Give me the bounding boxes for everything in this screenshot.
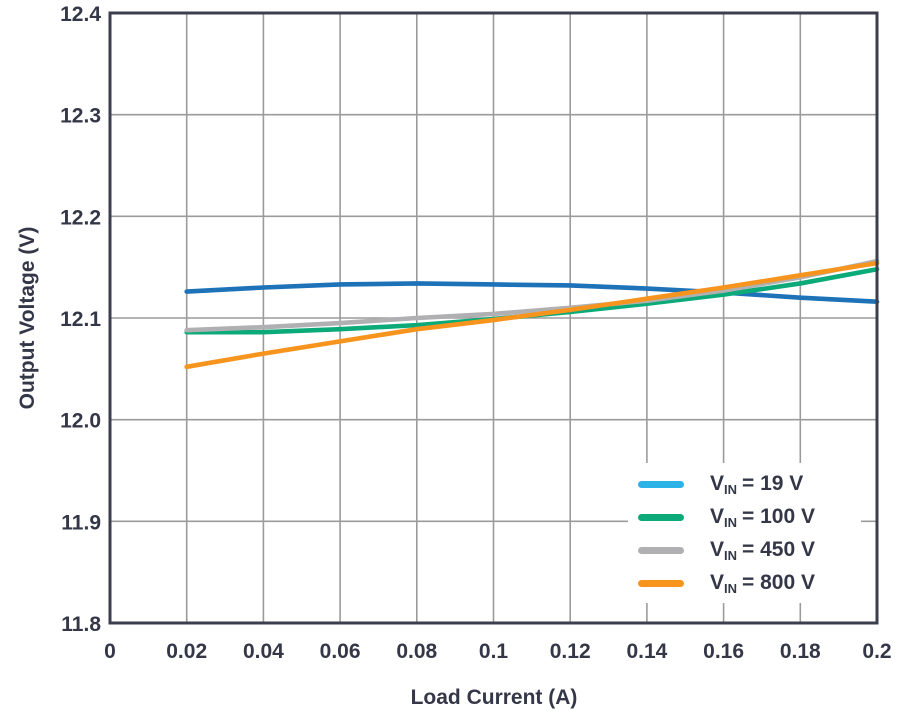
x-tick-label: 0.14	[626, 640, 667, 663]
legend-swatch-vin-800v	[638, 580, 684, 587]
y-tick-label: 12.4	[60, 3, 101, 26]
x-tick-label: 0.06	[320, 640, 361, 663]
y-tick-label: 11.9	[61, 511, 101, 534]
legend: VIN = 19 V VIN = 100 V VIN = 450 V VIN = 800…	[628, 463, 861, 603]
plot-border	[108, 11, 879, 625]
legend-swatch-vin-100v	[638, 514, 684, 521]
y-tick-label: 12.1	[60, 308, 101, 331]
x-tick-label: 0.04	[243, 640, 284, 663]
x-tick-label: 0.08	[396, 640, 437, 663]
y-tick-label: 12.0	[60, 410, 101, 433]
legend-swatch-vin-450v	[638, 547, 684, 554]
x-tick-label: 0.02	[166, 640, 207, 663]
series-line-vin-800v	[184, 260, 880, 370]
legend-swatch-vin-19v	[638, 481, 684, 488]
legend-label-vin-800v: VIN = 800 V	[710, 571, 815, 596]
legend-label-vin-19v: VIN = 19 V	[710, 472, 804, 497]
legend-item-vin-100v: VIN = 100 V	[628, 501, 861, 534]
x-tick-label: 0.16	[703, 640, 744, 663]
legend-label-vin-450v: VIN = 450 V	[710, 538, 815, 563]
legend-item-vin-450v: VIN = 450 V	[628, 534, 861, 567]
x-tick-label: 0.18	[780, 640, 821, 663]
x-tick-label: 0	[104, 640, 116, 663]
y-tick-label: 11.8	[61, 613, 101, 636]
x-tick-label: 0.12	[550, 640, 591, 663]
series-line-vin-19v	[184, 281, 880, 305]
y-tick-label: 12.2	[60, 206, 101, 229]
x-axis-title: Load Current (A)	[410, 686, 578, 709]
legend-item-vin-800v: VIN = 800 V	[628, 567, 861, 600]
y-axis-title: Output Voltage (V)	[16, 226, 39, 410]
y-tick-label: 12.3	[60, 105, 101, 128]
x-tick-label: 0.2	[862, 640, 891, 663]
series-line-vin-450v	[184, 258, 880, 333]
legend-label-vin-100v: VIN = 100 V	[710, 505, 815, 530]
legend-item-vin-19v: VIN = 19 V	[628, 468, 861, 501]
x-tick-label: 0.1	[479, 640, 509, 663]
